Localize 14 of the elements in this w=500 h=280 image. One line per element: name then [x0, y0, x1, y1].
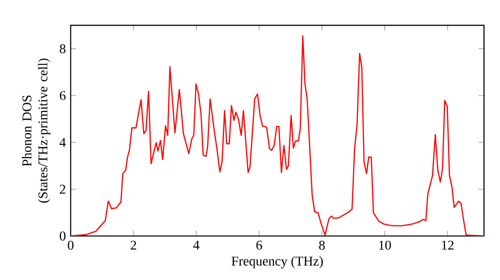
x-tick-label: 6 [256, 240, 262, 250]
x-tick-label: 0 [68, 240, 74, 250]
x-axis-title: Frequency (THz) [232, 256, 323, 268]
y-tick-label: 6 [60, 91, 66, 100]
y-tick-label: 8 [60, 44, 66, 54]
x-tick-label: 2 [130, 240, 136, 250]
y-tick-label: 2 [60, 184, 66, 194]
x-tick-label: 8 [319, 240, 325, 250]
x-tick-label: 4 [193, 240, 200, 250]
x-tick-label: 10 [379, 240, 391, 250]
x-tick-label: 12 [442, 240, 454, 250]
y-tick-label: 4 [60, 138, 66, 147]
y-tick-label: 0 [60, 232, 66, 240]
y-axis-title: Phonon DOS (States/THz·primitive cell) [22, 58, 50, 203]
